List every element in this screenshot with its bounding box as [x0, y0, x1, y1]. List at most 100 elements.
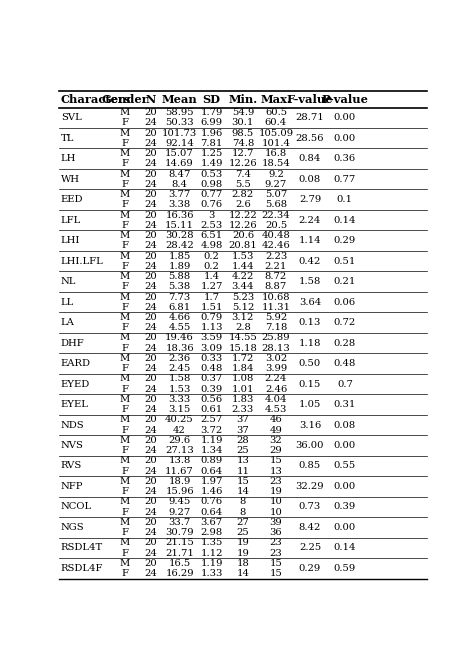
Text: 25: 25: [237, 446, 249, 455]
Text: F: F: [121, 446, 128, 455]
Text: 0.64: 0.64: [201, 507, 223, 517]
Text: 0.48: 0.48: [334, 359, 356, 368]
Text: 8: 8: [240, 507, 246, 517]
Text: 4.98: 4.98: [201, 242, 223, 250]
Text: 1.13: 1.13: [201, 323, 223, 332]
Text: 16.36: 16.36: [165, 210, 194, 219]
Text: 3.38: 3.38: [168, 200, 191, 210]
Text: RSDL4F: RSDL4F: [61, 564, 103, 573]
Text: 24: 24: [145, 159, 157, 168]
Text: 23: 23: [270, 549, 283, 558]
Text: 16.8: 16.8: [265, 149, 287, 158]
Text: M: M: [119, 231, 129, 240]
Text: 9.27: 9.27: [168, 507, 191, 517]
Text: 0.15: 0.15: [299, 379, 321, 389]
Text: 5.07: 5.07: [265, 190, 287, 199]
Text: 20: 20: [145, 334, 157, 342]
Text: F: F: [121, 528, 128, 537]
Text: 98.5: 98.5: [232, 129, 254, 138]
Text: 0.39: 0.39: [334, 502, 356, 511]
Text: 1.33: 1.33: [201, 569, 223, 578]
Text: 36.00: 36.00: [296, 441, 324, 450]
Text: M: M: [119, 538, 129, 547]
Text: 1.53: 1.53: [232, 251, 254, 261]
Text: 0.98: 0.98: [201, 180, 223, 189]
Text: 29.6: 29.6: [168, 436, 191, 445]
Text: 2.79: 2.79: [299, 195, 321, 204]
Text: 0.33: 0.33: [201, 354, 223, 363]
Text: 0.2: 0.2: [204, 262, 219, 271]
Text: 4.55: 4.55: [168, 323, 191, 332]
Text: 2.25: 2.25: [299, 543, 321, 552]
Text: 20: 20: [145, 313, 157, 322]
Text: 3.33: 3.33: [168, 395, 191, 404]
Text: 3.72: 3.72: [201, 426, 223, 435]
Text: 2.23: 2.23: [265, 251, 287, 261]
Text: 0.59: 0.59: [334, 564, 356, 573]
Text: 4.66: 4.66: [168, 313, 191, 322]
Text: F: F: [121, 282, 128, 291]
Text: 1.84: 1.84: [232, 364, 254, 374]
Text: 27: 27: [237, 518, 249, 527]
Text: 1.7: 1.7: [204, 293, 220, 302]
Text: 1.58: 1.58: [168, 374, 191, 383]
Text: 24: 24: [145, 487, 157, 496]
Text: 5.38: 5.38: [168, 282, 191, 291]
Text: 15.18: 15.18: [228, 343, 257, 353]
Text: 0.53: 0.53: [201, 170, 223, 179]
Text: 3.15: 3.15: [168, 405, 191, 414]
Text: 20: 20: [145, 477, 157, 486]
Text: 0.50: 0.50: [299, 359, 321, 368]
Text: M: M: [119, 190, 129, 199]
Text: 5.92: 5.92: [265, 313, 287, 322]
Text: 16.5: 16.5: [168, 559, 191, 568]
Text: 0.48: 0.48: [201, 364, 223, 374]
Text: 54.9: 54.9: [232, 108, 254, 117]
Text: F: F: [121, 139, 128, 148]
Text: 18.54: 18.54: [262, 159, 291, 168]
Text: 60.5: 60.5: [265, 108, 287, 117]
Text: 28: 28: [237, 436, 249, 445]
Text: 20: 20: [145, 170, 157, 179]
Text: 24: 24: [145, 507, 157, 517]
Text: 1.89: 1.89: [168, 262, 191, 271]
Text: 2.53: 2.53: [201, 221, 223, 230]
Text: 0.28: 0.28: [334, 339, 356, 347]
Text: LA: LA: [61, 318, 74, 327]
Text: 0.00: 0.00: [334, 523, 356, 532]
Text: 20: 20: [145, 210, 157, 219]
Text: 3.02: 3.02: [265, 354, 287, 363]
Text: 2.33: 2.33: [232, 405, 254, 414]
Text: 24: 24: [145, 426, 157, 435]
Text: F: F: [121, 323, 128, 332]
Text: 1.4: 1.4: [204, 272, 220, 281]
Text: RVS: RVS: [61, 462, 82, 471]
Text: 27.13: 27.13: [165, 446, 194, 455]
Text: DHF: DHF: [61, 339, 84, 347]
Text: 1.12: 1.12: [201, 549, 223, 558]
Text: 0.14: 0.14: [334, 543, 356, 552]
Text: 105.09: 105.09: [258, 129, 293, 138]
Text: F: F: [121, 487, 128, 496]
Text: 1.25: 1.25: [201, 149, 223, 158]
Text: 9.45: 9.45: [168, 498, 191, 506]
Text: LHI: LHI: [61, 236, 80, 245]
Text: 10: 10: [270, 507, 283, 517]
Text: NGS: NGS: [61, 523, 84, 532]
Text: WH: WH: [61, 175, 80, 183]
Text: 3: 3: [209, 210, 215, 219]
Text: 22.34: 22.34: [262, 210, 291, 219]
Text: F-value: F-value: [287, 94, 333, 104]
Text: 1.05: 1.05: [299, 400, 321, 409]
Text: RSDL4T: RSDL4T: [61, 543, 103, 552]
Text: 20.5: 20.5: [265, 221, 287, 230]
Text: M: M: [119, 374, 129, 383]
Text: 20: 20: [145, 538, 157, 547]
Text: 25: 25: [237, 528, 249, 537]
Text: 1.35: 1.35: [201, 538, 223, 547]
Text: M: M: [119, 129, 129, 138]
Text: 46: 46: [270, 415, 283, 424]
Text: N: N: [146, 94, 156, 104]
Text: F: F: [121, 385, 128, 394]
Text: TL: TL: [61, 134, 74, 143]
